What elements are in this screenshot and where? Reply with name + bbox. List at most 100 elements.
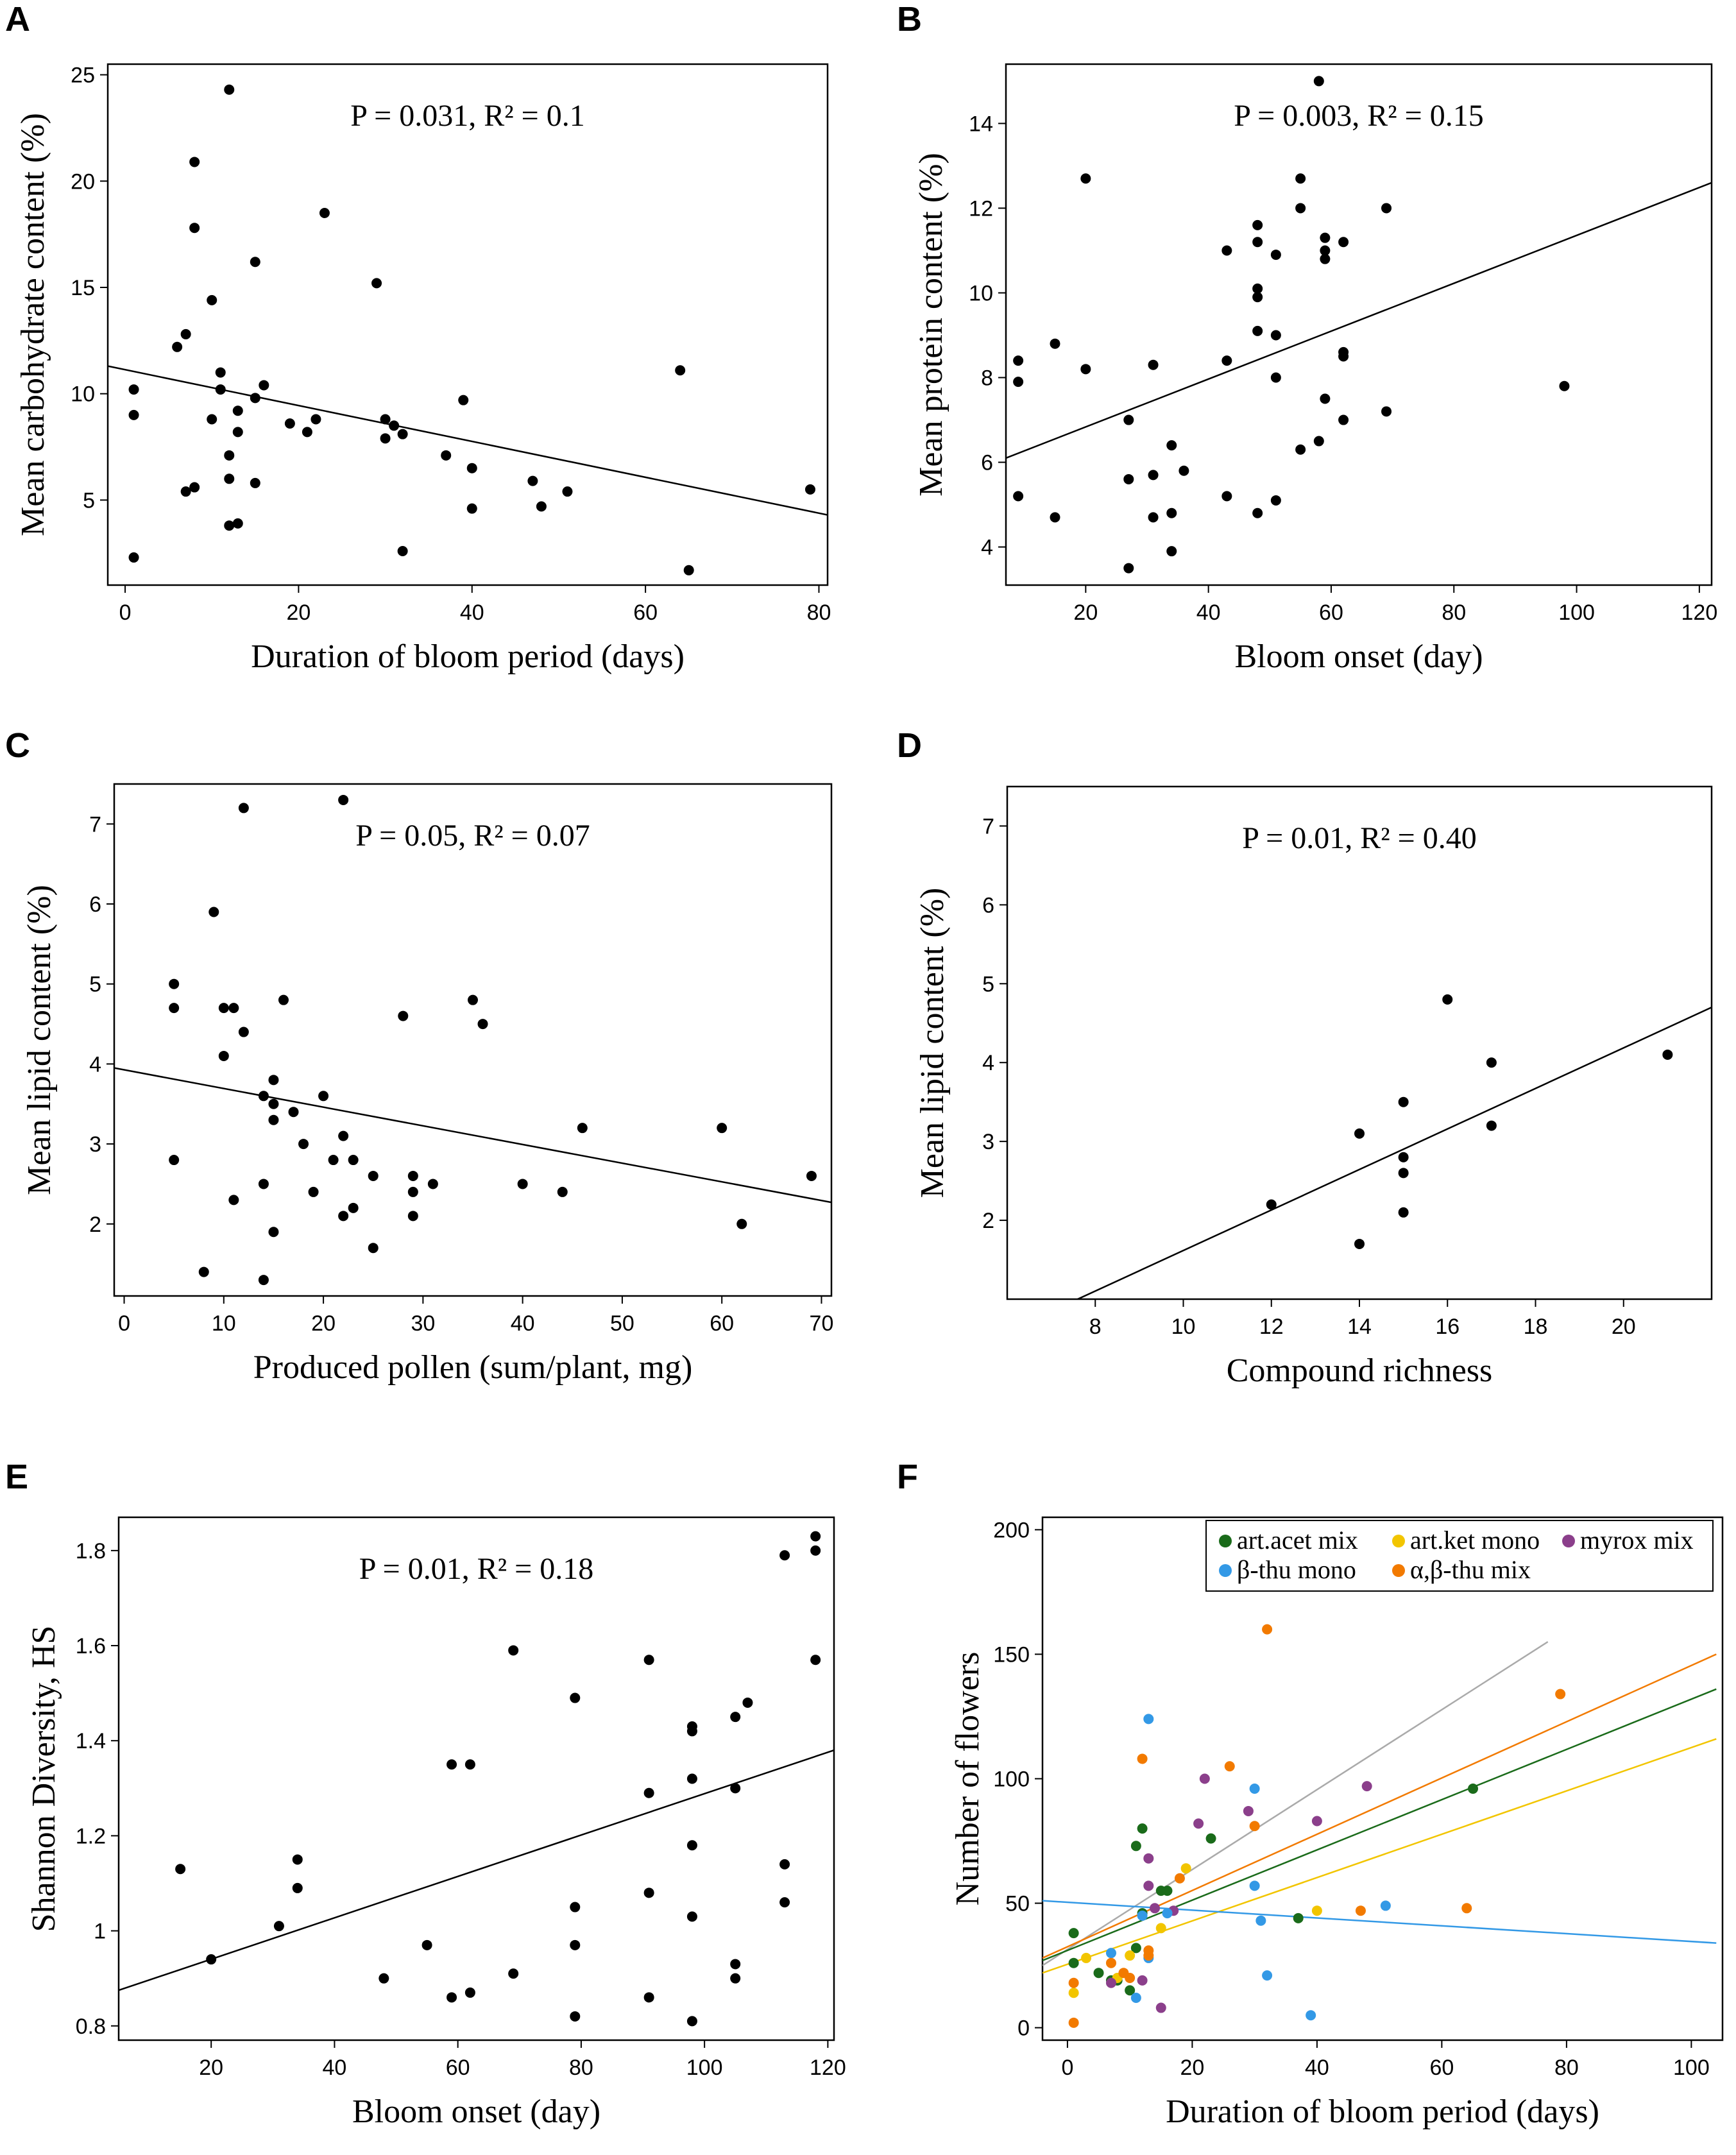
data-point — [1320, 393, 1331, 404]
panel-d: D 8 10 12 14 16 18 20 2 3 4 5 6 7 Compound richness Mea… — [897, 726, 1713, 1389]
data-point — [1252, 292, 1263, 303]
data-point — [311, 414, 321, 425]
x-tick-label: 20 — [311, 1311, 336, 1336]
x-tick-label: 40 — [1305, 2056, 1329, 2080]
data-point — [570, 1692, 581, 1703]
y-tick-label: 20 — [71, 169, 95, 194]
y-tick-label: 3 — [982, 1130, 994, 1154]
x-tick-label: 20 — [1612, 1315, 1636, 1339]
data-point — [232, 518, 243, 529]
data-point — [441, 450, 452, 461]
data-point — [1148, 470, 1159, 481]
data-point — [379, 1973, 389, 1984]
data-point — [284, 418, 295, 429]
data-point — [1080, 173, 1091, 184]
regression-line — [1042, 1640, 1549, 1966]
data-point — [730, 1973, 741, 1984]
series-group — [1105, 1714, 1391, 2021]
data-point — [292, 1882, 303, 1893]
data-point — [169, 978, 180, 989]
x-tick-label: 16 — [1435, 1315, 1459, 1339]
data-point — [1252, 507, 1263, 518]
data-point — [464, 1987, 475, 1998]
data-point — [1338, 237, 1349, 248]
data-point — [1068, 1928, 1079, 1939]
data-point — [1249, 1821, 1260, 1832]
x-axis-title: Duration of bloom period (days) — [1166, 2093, 1599, 2130]
data-point — [1166, 507, 1177, 518]
stats-annotation: P = 0.003, R² = 0.15 — [1234, 99, 1483, 133]
y-axis-title: Number of flowers — [949, 1652, 986, 1906]
data-point — [1137, 1975, 1148, 1986]
y-tick-label: 200 — [993, 1518, 1030, 1542]
x-tick-label: 0 — [118, 1311, 130, 1336]
x-axis-title: Bloom onset (day) — [1234, 638, 1483, 675]
data-point — [427, 1179, 438, 1189]
x-tick-label: 40 — [460, 601, 484, 625]
data-point — [675, 365, 686, 376]
data-point — [806, 1170, 817, 1181]
x-tick-label: 60 — [633, 601, 658, 625]
data-point — [1338, 414, 1349, 425]
y-tick-label: 1.2 — [76, 1824, 106, 1848]
data-point — [1221, 355, 1232, 366]
y-tick-label: 150 — [993, 1642, 1030, 1667]
x-tick-label: 80 — [569, 2056, 593, 2080]
data-point — [1266, 1199, 1277, 1210]
data-point — [298, 1139, 309, 1150]
x-tick-label: 20 — [199, 2056, 223, 2080]
data-point — [302, 427, 312, 438]
x-tick-label: 20 — [1073, 601, 1098, 625]
data-point — [1461, 1903, 1472, 1914]
regression-line — [114, 1067, 831, 1204]
regression-line — [119, 1749, 834, 1991]
data-point — [730, 1959, 741, 1970]
data-point — [1662, 1049, 1673, 1060]
data-point — [1143, 1714, 1154, 1725]
data-point — [206, 1954, 217, 1965]
legend-label: β-thu mono — [1237, 1555, 1356, 1584]
data-point — [180, 328, 191, 339]
data-point — [508, 1645, 519, 1656]
data-point — [207, 294, 217, 305]
data-point — [1295, 173, 1306, 184]
data-point — [288, 1107, 299, 1118]
legend-swatch — [1392, 1564, 1405, 1577]
x-tick-label: 40 — [323, 2056, 347, 2080]
x-tick-label: 40 — [511, 1311, 535, 1336]
data-point — [1162, 1886, 1173, 1896]
y-axis-title: Mean lipid content (%) — [914, 888, 951, 1198]
data-point — [215, 367, 226, 378]
data-point — [1080, 364, 1091, 375]
panel-f: F 0 20 40 60 80 100 0 50 100 150 200 Duration of blo… — [897, 1458, 1724, 2130]
data-point — [180, 486, 191, 497]
data-point — [1130, 1993, 1141, 2004]
data-point — [268, 1114, 279, 1125]
data-point — [536, 501, 547, 512]
y-tick-label: 7 — [89, 812, 101, 837]
plot-frame — [1005, 63, 1713, 586]
data-point — [348, 1155, 359, 1166]
data-point — [1270, 495, 1281, 506]
data-point — [259, 380, 269, 391]
data-point — [1068, 1988, 1079, 1998]
plot-frame — [117, 1516, 835, 2041]
data-point — [224, 84, 235, 95]
data-point — [1166, 440, 1177, 451]
y-tick-label: 100 — [993, 1767, 1030, 1792]
x-tick-label: 120 — [1681, 601, 1718, 625]
data-point — [810, 1545, 821, 1556]
data-point — [407, 1170, 418, 1181]
y-tick-label: 0 — [1017, 2016, 1030, 2041]
data-point — [1105, 1948, 1116, 1959]
data-point — [643, 1992, 654, 2003]
data-point — [128, 552, 139, 563]
data-point — [1123, 563, 1134, 574]
data-point — [238, 803, 249, 813]
data-point — [207, 414, 217, 425]
data-point — [1166, 546, 1177, 557]
data-point — [1398, 1096, 1409, 1107]
y-tick-label: 0.8 — [76, 2014, 106, 2039]
y-tick-label: 6 — [89, 892, 101, 917]
legend-label: myrox mix — [1580, 1526, 1694, 1554]
